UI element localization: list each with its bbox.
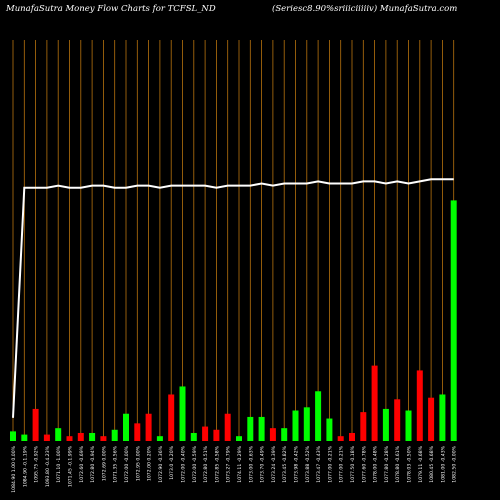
x-tick-label: 1079.11 -0.68%	[418, 445, 424, 482]
x-tick-label: 1072.69 0.00%	[101, 445, 107, 481]
money-flow-bar	[360, 412, 367, 441]
x-tick-label: 1072.90 -0.36%	[158, 445, 164, 482]
money-flow-bar	[292, 410, 299, 441]
x-tick-label: 1073.0 -0.20%	[169, 445, 175, 479]
x-tick-label: 1073.45 -0.82%	[282, 445, 288, 482]
money-flow-bar	[190, 432, 197, 441]
x-tick-label: 1077.00 -0.21%	[339, 445, 345, 482]
x-tick-label: 1072.00 -0.00%	[124, 445, 130, 482]
money-flow-bar	[428, 397, 435, 441]
x-tick-label: 1077.50 -0.18%	[350, 445, 356, 482]
x-tick-label: 1072.60 -0.69%	[79, 445, 85, 482]
x-tick-label: 1072.00 -0.40%	[181, 445, 187, 482]
x-tick-label: 1073.47 -0.43%	[316, 445, 322, 482]
money-flow-bar	[349, 432, 355, 441]
x-tick-label: 1080.45 -0.68%	[429, 445, 435, 482]
x-tick-label: 1071.10 -1.00%	[56, 445, 62, 482]
money-flow-bar	[77, 432, 84, 441]
money-flow-bar	[21, 434, 28, 441]
money-flow-bar	[213, 429, 220, 441]
x-tick-label: 1073.00 -0.63%	[248, 445, 254, 482]
x-tick-label: 1073.24 -0.39%	[271, 445, 277, 482]
price-line	[12, 178, 454, 418]
money-flow-bar	[416, 370, 423, 441]
x-tick-label: 1084.90 -0.1.19%	[22, 445, 28, 487]
money-flow-bar	[100, 436, 107, 441]
x-tick-label: 1095.75 -0.92%	[34, 445, 40, 482]
x-tick-label: 1072.85 -0.58%	[214, 445, 220, 482]
x-tick-label: 1077.80 -0.28%	[384, 445, 390, 482]
x-tick-label: 1084.90 1.00 0.00%	[11, 445, 17, 492]
money-flow-bar	[145, 413, 152, 441]
money-flow-bar	[202, 426, 209, 441]
x-tick-label: 1082.50 -0.00%	[452, 445, 458, 482]
money-flow-bar	[326, 418, 333, 441]
x-tick-label: 1073.88 -0.52%	[305, 445, 311, 482]
x-tick-label: 1078.03 -0.50%	[407, 445, 413, 482]
money-flow-bar	[303, 407, 310, 441]
money-flow-bar	[179, 386, 186, 441]
x-tick-label: 1073.27 -0.79%	[226, 445, 232, 482]
money-flow-bar	[371, 365, 378, 441]
x-tick-label: 1071.45 -0.1.99%	[68, 445, 74, 487]
x-tick-label: 1077.00 -0.21%	[327, 445, 333, 482]
x-tick-label: 1077.60 -0.78%	[361, 445, 367, 482]
x-tick-label: 1071.35 -0.56%	[113, 445, 119, 482]
money-flow-bar	[281, 428, 288, 441]
money-flow-bar	[123, 413, 129, 441]
money-flow-bar	[439, 394, 446, 441]
x-tick-label: 1074.11 -0.29%	[237, 445, 243, 482]
x-tick-label: 1078.00 -0.48%	[373, 445, 379, 482]
money-flow-bar	[89, 432, 96, 441]
money-flow-bar	[10, 431, 16, 441]
money-flow-bar	[66, 436, 73, 441]
money-flow-bar	[32, 408, 39, 441]
x-tick-label: 1072.00 0.20%	[147, 445, 153, 481]
x-tick-label: 1072.80 -0.51%	[203, 445, 209, 482]
money-flow-bar	[269, 428, 276, 441]
money-flow-bar	[337, 436, 344, 441]
x-tick-label: 1081.00 -0.43%	[440, 445, 446, 482]
money-flow-bar	[43, 434, 50, 441]
money-flow-bar	[394, 399, 401, 441]
money-flow-bar	[247, 416, 254, 441]
x-tick-label: 1073.70 -0.49%	[260, 445, 266, 482]
money-flow-bar	[450, 200, 457, 441]
money-flow-bar	[156, 436, 163, 441]
x-tick-label: 1073.98 -0.42%	[294, 445, 300, 482]
money-flow-bar	[168, 394, 175, 441]
money-flow-bar	[382, 408, 389, 441]
x-tick-label: 1072.00 -0.59%	[192, 445, 198, 482]
money-flow-bar	[236, 436, 242, 441]
money-flow-bar	[258, 416, 265, 441]
x-tick-label: 1072.80 -0.94%	[90, 445, 96, 482]
chart-title: MunafaSutra Money Flow Charts for TCFSL_…	[6, 4, 216, 14]
x-tick-label: 1072.95 0.00%	[135, 445, 141, 481]
money-flow-bar	[134, 423, 141, 441]
money-flow-bar	[315, 391, 322, 441]
x-tick-label: 1093.80 -0.4.23%	[45, 445, 51, 487]
money-flow-bar	[111, 429, 118, 441]
chart-subtitle: (Seriesc8.90%sriiiciiiiiv) MunafaSutra.c…	[272, 4, 458, 14]
money-flow-bar	[405, 410, 412, 441]
x-tick-label: 1078.80 -0.61%	[395, 445, 401, 482]
money-flow-bar	[55, 428, 62, 441]
money-flow-bar	[224, 413, 231, 441]
